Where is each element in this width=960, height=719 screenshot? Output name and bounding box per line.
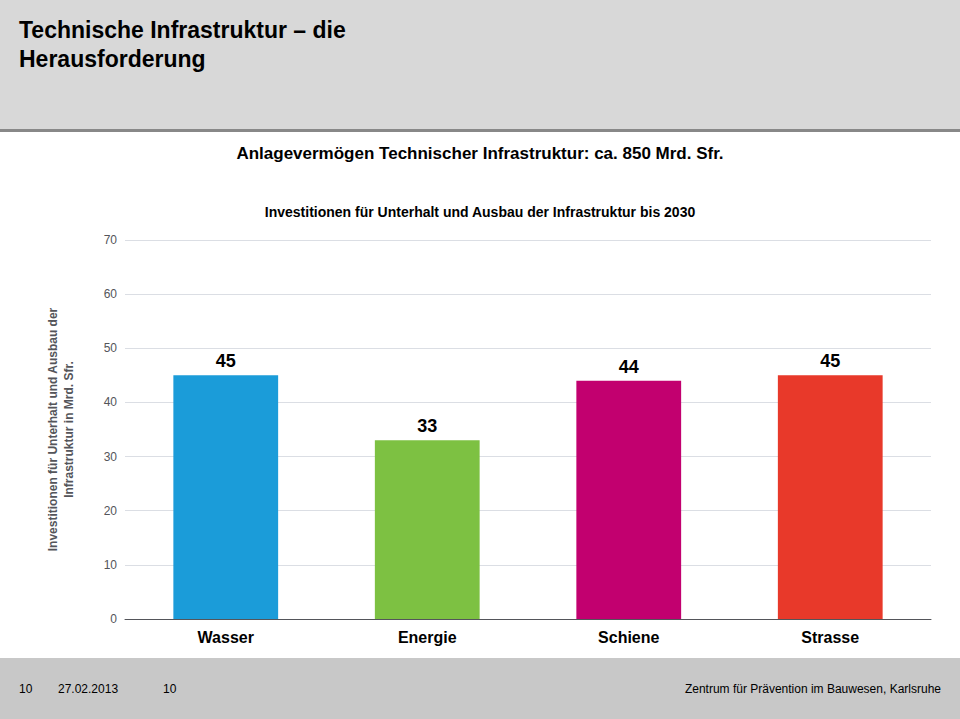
svg-text:70: 70 — [104, 233, 118, 247]
svg-text:45: 45 — [216, 351, 236, 371]
svg-text:10: 10 — [19, 682, 33, 696]
svg-text:50: 50 — [104, 341, 118, 355]
svg-text:30: 30 — [104, 450, 118, 464]
svg-text:Zentrum für Prävention im Bauw: Zentrum für Prävention im Bauwesen, Karl… — [685, 682, 941, 696]
svg-text:44: 44 — [619, 357, 639, 377]
svg-text:Schiene: Schiene — [598, 629, 659, 646]
svg-text:Infrastruktur in Mrd. Sfr.: Infrastruktur in Mrd. Sfr. — [62, 361, 76, 498]
svg-text:40: 40 — [104, 395, 118, 409]
svg-text:Technische Infrastruktur – die: Technische Infrastruktur – die — [19, 17, 346, 43]
svg-text:27.02.2013: 27.02.2013 — [58, 682, 118, 696]
svg-text:Investitionen für Unterhalt un: Investitionen für Unterhalt und Ausbau d… — [265, 204, 696, 220]
svg-text:20: 20 — [104, 504, 118, 518]
svg-text:Anlagevermögen Technischer Inf: Anlagevermögen Technischer Infrastruktur… — [236, 144, 723, 163]
svg-text:60: 60 — [104, 287, 118, 301]
svg-text:Strasse: Strasse — [801, 629, 859, 646]
svg-text:10: 10 — [104, 558, 118, 572]
svg-text:Herausforderung: Herausforderung — [19, 46, 206, 72]
svg-text:45: 45 — [820, 351, 840, 371]
svg-text:0: 0 — [110, 612, 117, 626]
svg-text:33: 33 — [417, 416, 437, 436]
svg-text:Energie: Energie — [398, 629, 457, 646]
svg-text:10: 10 — [163, 682, 177, 696]
svg-text:Investitionen für Unterhalt un: Investitionen für Unterhalt und Ausbau d… — [46, 307, 60, 551]
svg-text:Wasser: Wasser — [198, 629, 254, 646]
